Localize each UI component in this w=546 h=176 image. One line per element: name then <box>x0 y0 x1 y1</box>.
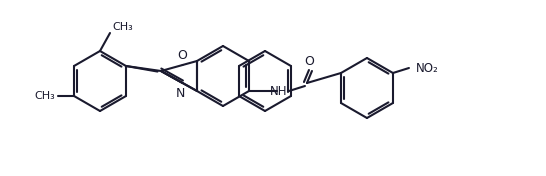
Text: NO₂: NO₂ <box>416 61 438 74</box>
Text: N: N <box>176 87 185 100</box>
Text: CH₃: CH₃ <box>34 91 55 101</box>
Text: NH: NH <box>270 84 288 98</box>
Text: O: O <box>177 49 187 62</box>
Text: O: O <box>304 55 314 68</box>
Text: CH₃: CH₃ <box>112 22 133 32</box>
